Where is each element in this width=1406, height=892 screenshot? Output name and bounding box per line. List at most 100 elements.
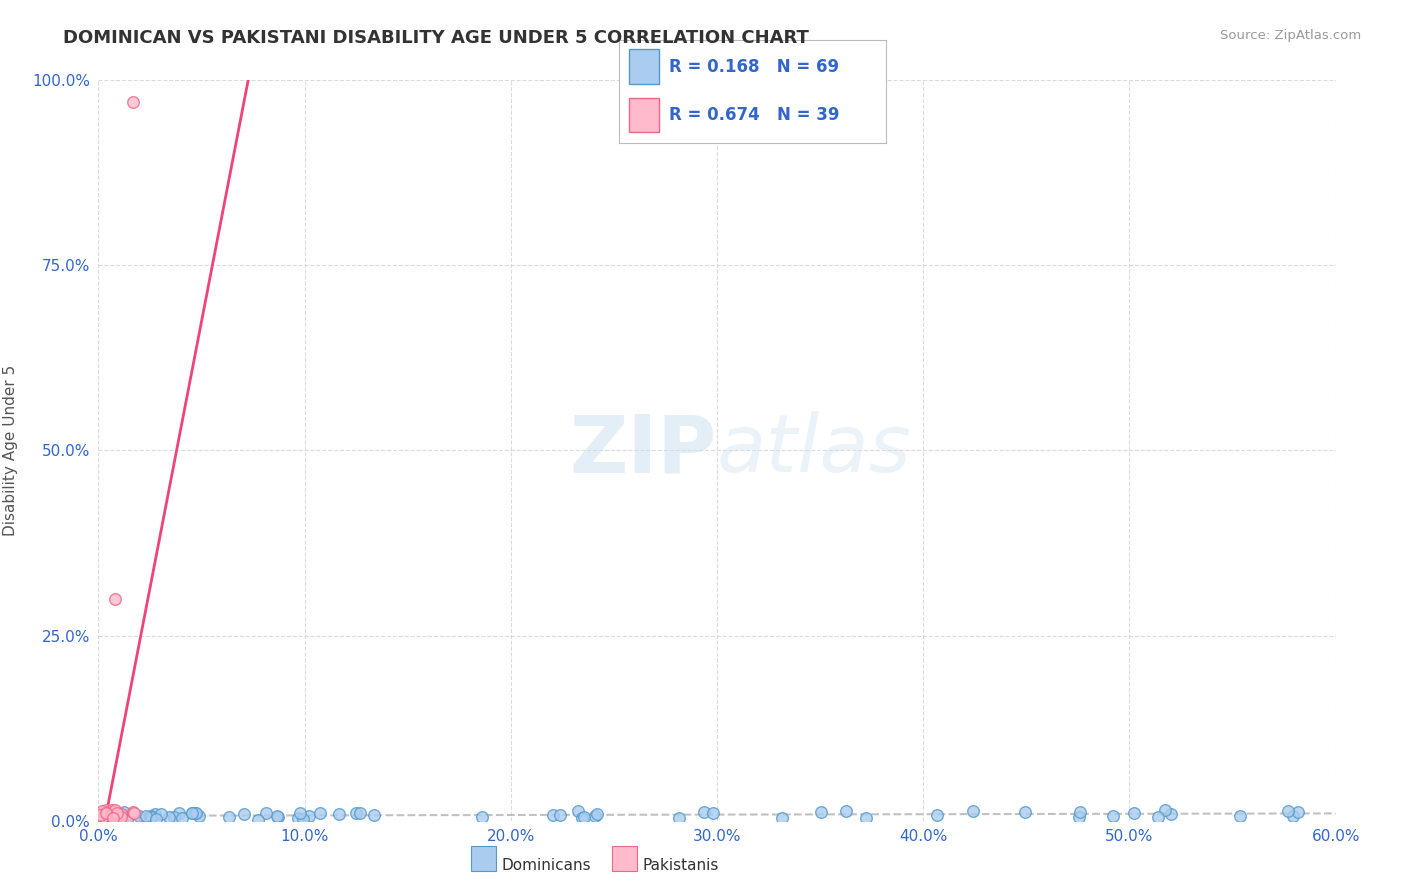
- Point: [925, 807, 948, 822]
- Point: [103, 809, 125, 823]
- Point: [183, 806, 205, 821]
- Text: Pakistanis: Pakistanis: [643, 858, 718, 872]
- Point: [169, 805, 191, 820]
- Point: [170, 811, 193, 825]
- Point: [89, 811, 111, 825]
- Point: [104, 808, 127, 822]
- Point: [218, 810, 240, 824]
- Point: [702, 806, 724, 821]
- Point: [363, 807, 385, 822]
- Point: [97, 809, 120, 823]
- Point: [101, 805, 124, 819]
- Point: [471, 810, 494, 824]
- Point: [1147, 809, 1170, 823]
- Point: [308, 806, 330, 821]
- Point: [117, 812, 139, 826]
- Point: [181, 805, 204, 820]
- Point: [90, 811, 112, 825]
- Point: [94, 805, 117, 820]
- Text: DOMINICAN VS PAKISTANI DISABILITY AGE UNDER 5 CORRELATION CHART: DOMINICAN VS PAKISTANI DISABILITY AGE UN…: [63, 29, 808, 46]
- Point: [94, 803, 117, 817]
- Point: [162, 810, 184, 824]
- Point: [298, 808, 321, 822]
- Point: [101, 811, 124, 825]
- Point: [128, 809, 150, 823]
- Point: [1229, 809, 1251, 823]
- Point: [101, 803, 124, 817]
- Point: [254, 805, 277, 820]
- Point: [1153, 803, 1175, 817]
- Point: [91, 805, 114, 820]
- Point: [550, 807, 572, 822]
- Point: [101, 805, 124, 820]
- Point: [1069, 805, 1091, 819]
- Point: [90, 805, 112, 819]
- FancyBboxPatch shape: [630, 97, 658, 132]
- Point: [145, 813, 167, 827]
- Point: [232, 807, 254, 822]
- Point: [104, 591, 127, 606]
- Point: [94, 806, 117, 821]
- Point: [770, 811, 793, 825]
- Point: [97, 812, 120, 826]
- Point: [186, 806, 208, 821]
- Point: [1277, 804, 1299, 818]
- Text: Dominicans: Dominicans: [502, 858, 592, 872]
- Point: [328, 806, 350, 821]
- Point: [93, 812, 115, 826]
- Point: [1282, 808, 1305, 822]
- Point: [134, 812, 156, 826]
- Point: [96, 809, 118, 823]
- Point: [1160, 806, 1182, 821]
- Point: [104, 803, 127, 817]
- Point: [693, 805, 716, 819]
- Point: [962, 804, 984, 818]
- Point: [107, 805, 129, 820]
- Point: [111, 808, 134, 822]
- Point: [112, 805, 135, 820]
- Point: [181, 806, 204, 821]
- Point: [543, 808, 565, 822]
- Point: [1102, 809, 1125, 823]
- Text: ZIP: ZIP: [569, 411, 717, 490]
- Point: [89, 807, 111, 822]
- Point: [103, 810, 125, 824]
- Point: [1014, 805, 1036, 819]
- Point: [287, 811, 309, 825]
- Point: [135, 809, 157, 823]
- Point: [110, 810, 132, 824]
- Point: [96, 806, 118, 821]
- Point: [835, 805, 858, 819]
- Point: [122, 805, 145, 820]
- Point: [571, 811, 593, 825]
- Point: [139, 810, 162, 824]
- FancyBboxPatch shape: [630, 49, 658, 84]
- Point: [110, 806, 132, 821]
- Text: Source: ZipAtlas.com: Source: ZipAtlas.com: [1220, 29, 1361, 42]
- Point: [97, 809, 120, 823]
- Text: atlas: atlas: [717, 411, 912, 490]
- Y-axis label: Disability Age Under 5: Disability Age Under 5: [3, 365, 18, 536]
- Point: [583, 808, 606, 822]
- Point: [267, 810, 290, 824]
- Point: [139, 809, 162, 823]
- Point: [247, 813, 270, 827]
- Point: [349, 806, 371, 821]
- Point: [122, 95, 145, 110]
- Point: [668, 811, 690, 825]
- Point: [89, 808, 111, 822]
- Point: [89, 809, 111, 823]
- Point: [586, 807, 609, 822]
- Point: [855, 811, 877, 825]
- Point: [89, 809, 111, 823]
- Point: [143, 806, 166, 821]
- Text: R = 0.674   N = 39: R = 0.674 N = 39: [669, 106, 839, 124]
- Point: [157, 810, 180, 824]
- Point: [101, 807, 124, 822]
- Point: [91, 810, 114, 824]
- Point: [89, 807, 111, 822]
- Point: [188, 809, 211, 823]
- Point: [93, 811, 115, 825]
- Point: [118, 806, 141, 821]
- Point: [266, 809, 288, 823]
